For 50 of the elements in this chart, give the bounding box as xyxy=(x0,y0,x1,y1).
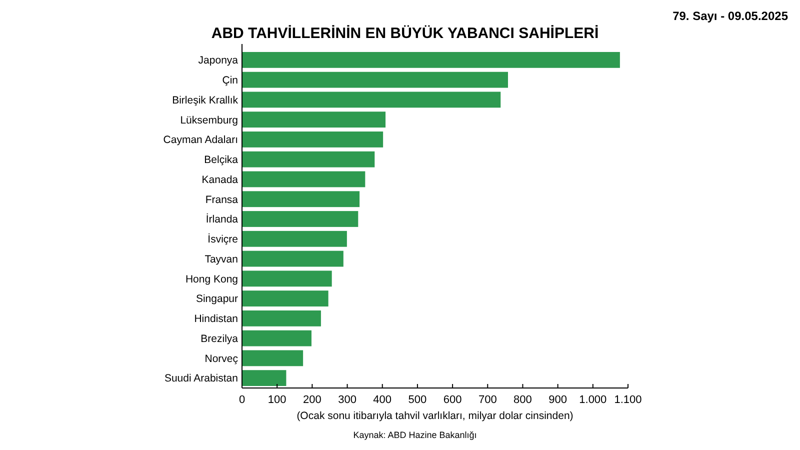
y-tick-label: Norveç xyxy=(204,352,238,365)
bar xyxy=(242,350,304,366)
y-tick-label: İrlanda xyxy=(206,212,238,226)
x-tick-label: 100 xyxy=(268,394,286,406)
chart-title: ABD TAHVİLLERİNİN EN BÜYÜK YABANCI SAHİPLERİ xyxy=(211,25,599,42)
bar xyxy=(242,112,386,128)
bar xyxy=(242,250,344,267)
text: 79. Sayı - 09.05.2025 xyxy=(672,9,788,23)
bar xyxy=(242,191,360,208)
y-tick-label: Cayman Adaları xyxy=(163,134,238,146)
y-tick-label: Birleşik Krallık xyxy=(172,94,239,106)
y-tick-label: Belçika xyxy=(204,154,238,166)
x-tick-label: 0 xyxy=(238,394,246,406)
x-tick-label: 500 xyxy=(408,394,427,406)
x-tick-label: 600 xyxy=(443,394,462,406)
bar xyxy=(242,52,620,68)
x-tick-label: 800 xyxy=(514,394,532,406)
x-axis-title: (Ocak sonu itibarıyla tahvil varlıkları, milyar dolar cinsinden) xyxy=(296,410,574,422)
bar xyxy=(242,370,286,386)
bar xyxy=(242,92,501,108)
bar xyxy=(242,151,375,168)
y-tick-label: Tayvan xyxy=(204,253,238,266)
y-tick-label: Hindistan xyxy=(194,313,238,326)
x-tick-label: 300 xyxy=(338,394,356,406)
y-tick-label: Hong Kong xyxy=(185,273,238,286)
y-tick-label: Çin xyxy=(222,74,238,86)
y-tick-label: Kanada xyxy=(202,174,238,186)
x-tick-label: 200 xyxy=(303,394,322,406)
y-tick-label: Suudi Arabistan xyxy=(164,372,238,385)
y-tick-label: İsviçre xyxy=(208,232,238,246)
x-tick-label: 700 xyxy=(478,394,497,406)
bar xyxy=(242,290,328,306)
y-tick-label: Brezilya xyxy=(200,332,238,345)
bar xyxy=(242,310,321,326)
y-tick-label: Singapur xyxy=(196,293,239,306)
x-tick-label: 900 xyxy=(548,394,567,406)
y-tick-label: Fransa xyxy=(205,194,238,206)
bar xyxy=(242,230,347,247)
bar xyxy=(242,270,332,287)
bar xyxy=(242,171,366,188)
y-tick-label: Japonya xyxy=(198,54,238,67)
x-tick-label: 1.100 xyxy=(614,394,642,406)
text: Kaynak: ABD Hazine Bakanlığı xyxy=(353,430,477,440)
x-tick-label: 400 xyxy=(373,394,392,406)
bar xyxy=(242,72,508,88)
bar xyxy=(242,132,384,148)
bar xyxy=(242,211,358,227)
y-tick-label: Lüksemburg xyxy=(180,114,238,126)
x-tick-label: 1.000 xyxy=(579,394,607,406)
bar xyxy=(242,330,312,346)
